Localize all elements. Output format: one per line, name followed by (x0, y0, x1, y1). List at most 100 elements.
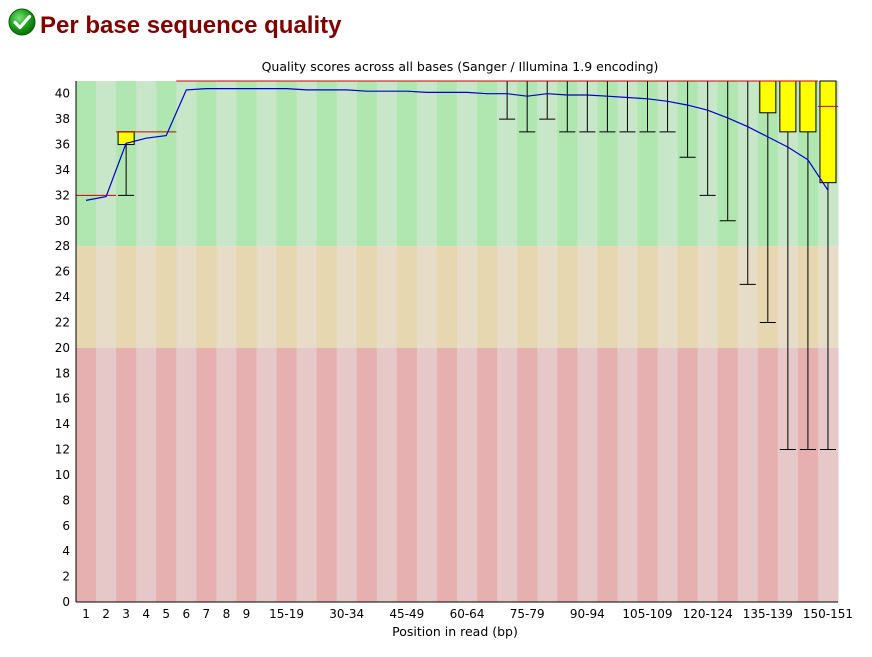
x-tick-label: 45-49 (389, 607, 424, 621)
zone-good-stripe (196, 81, 217, 247)
zone-good-stripe (336, 81, 358, 247)
zone-good-stripe (416, 81, 438, 247)
zone-warn-stripe (537, 246, 558, 348)
x-tick-label: 135-139 (743, 607, 793, 621)
zone-warn-stripe (396, 246, 418, 348)
zone-warn-stripe (276, 246, 298, 348)
x-tick-label: 15-19 (269, 607, 304, 621)
zone-bad-stripe (356, 347, 378, 602)
zone-bad-stripe (697, 347, 719, 602)
zone-warn-stripe (597, 246, 618, 348)
zone-warn-stripe (477, 246, 498, 348)
zone-bad-stripe (436, 347, 458, 602)
y-tick-label: 0 (62, 595, 70, 609)
zone-bad-stripe (136, 347, 157, 602)
x-tick-label: 2 (102, 607, 110, 621)
zone-bad-stripe (737, 347, 759, 602)
page-title: Per base sequence quality (40, 12, 342, 39)
zone-good-stripe (597, 81, 618, 247)
zone-bad-stripe (236, 347, 257, 602)
x-tick-label: 9 (243, 607, 251, 621)
zone-bad-stripe (557, 347, 578, 602)
zone-good-stripe (557, 81, 578, 247)
y-tick-label: 30 (55, 214, 70, 228)
zone-good-stripe (76, 81, 97, 247)
zone-warn-stripe (176, 246, 197, 348)
x-tick-label: 30-34 (329, 607, 364, 621)
zone-warn-stripe (316, 246, 338, 348)
quartile-box (799, 80, 817, 133)
zone-bad-stripe (757, 347, 779, 602)
zone-warn-stripe (76, 246, 97, 348)
x-tick-label: 90-94 (570, 607, 605, 621)
zone-warn-stripe (416, 246, 438, 348)
zone-bad-stripe (96, 347, 117, 602)
zone-bad-stripe (677, 347, 699, 602)
zone-bad-stripe (517, 347, 538, 602)
zone-warn-stripe (376, 246, 398, 348)
y-tick-label: 40 (55, 87, 70, 101)
zone-warn-stripe (116, 246, 137, 348)
zone-warn-stripe (617, 246, 638, 348)
zone-bad-stripe (376, 347, 398, 602)
box-plots (76, 80, 838, 451)
x-axis-label: Position in read (bp) (392, 624, 518, 639)
y-tick-label: 38 (55, 112, 70, 126)
zone-warn-stripe (156, 246, 177, 348)
zone-good-stripe (637, 81, 659, 247)
zone-warn-stripe (256, 246, 278, 348)
y-tick-label: 32 (55, 188, 70, 202)
zone-good-stripe (617, 81, 638, 247)
zone-bad-stripe (797, 347, 819, 602)
zone-good-stripe (156, 81, 177, 247)
y-tick-label: 34 (55, 163, 70, 177)
zone-warn-stripe (657, 246, 679, 348)
zone-bad-stripe (657, 347, 679, 602)
zone-good-stripe (136, 81, 157, 247)
x-tick-label: 150-151 (803, 607, 853, 621)
zone-warn-stripe (697, 246, 719, 348)
quartile-box (117, 131, 135, 146)
zone-good-stripe (577, 81, 598, 247)
zone-good-stripe (176, 81, 197, 247)
zone-good-stripe (256, 81, 278, 247)
x-tick-label: 105-109 (622, 607, 672, 621)
report-header: Per base sequence quality (8, 4, 341, 40)
zone-bad-stripe (296, 347, 318, 602)
zone-bad-stripe (637, 347, 659, 602)
zone-warn-stripe (577, 246, 598, 348)
zone-good-stripe (276, 81, 298, 247)
zone-bad-stripe (176, 347, 197, 602)
zone-warn-stripe (717, 246, 739, 348)
zone-warn-stripe (436, 246, 458, 348)
zone-good-stripe (497, 81, 518, 247)
y-tick-label: 4 (62, 544, 70, 558)
zone-warn-stripe (557, 246, 578, 348)
zone-warn-stripe (356, 246, 378, 348)
x-tick-label: 60-64 (450, 607, 485, 621)
zone-bad-stripe (196, 347, 217, 602)
zone-good-stripe (356, 81, 378, 247)
y-tick-label: 26 (55, 265, 70, 279)
y-tick-label: 20 (55, 341, 70, 355)
zone-warn-stripe (136, 246, 157, 348)
zone-bad-stripe (116, 347, 137, 602)
zone-good-stripe (396, 81, 418, 247)
zone-good-stripe (657, 81, 679, 247)
x-tick-label: 75-79 (510, 607, 545, 621)
x-tick-label: 5 (162, 607, 170, 621)
zone-bad-stripe (537, 347, 558, 602)
zone-good-stripe (316, 81, 338, 247)
y-tick-label: 18 (55, 366, 70, 380)
column-stripes (76, 81, 839, 602)
zone-warn-stripe (517, 246, 538, 348)
zone-good-stripe (296, 81, 318, 247)
zone-bad-stripe (216, 347, 237, 602)
x-tick-label: 8 (223, 607, 231, 621)
y-tick-label: 28 (55, 239, 70, 253)
zone-bad-stripe (617, 347, 638, 602)
zone-bad-stripe (477, 347, 498, 602)
zone-bad-stripe (457, 347, 478, 602)
mean-line (85, 87, 829, 201)
